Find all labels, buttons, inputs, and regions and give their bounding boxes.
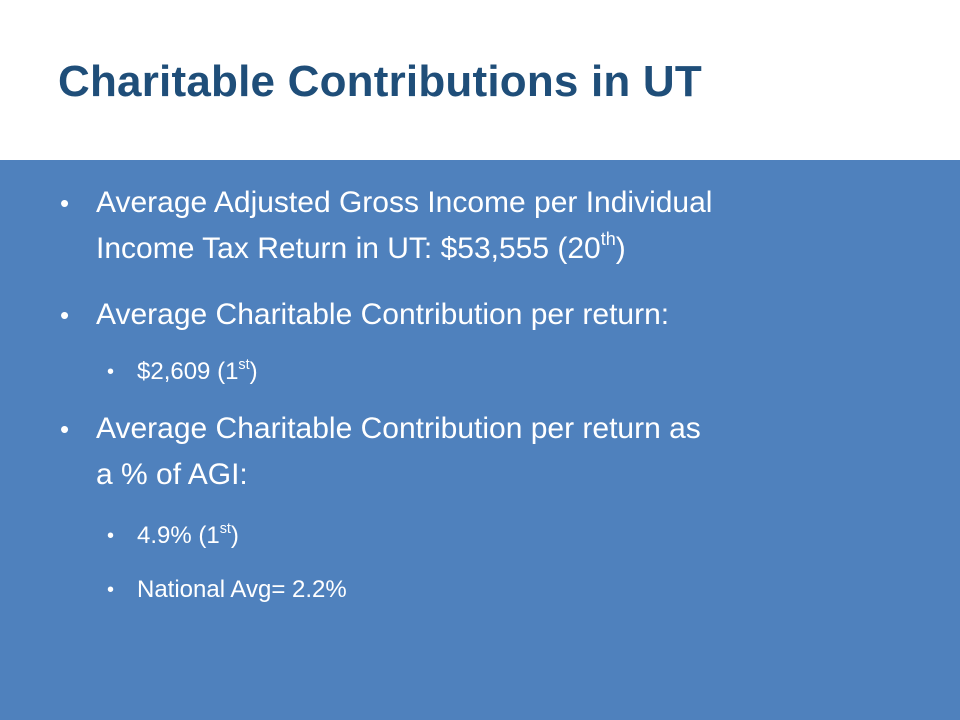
- bullet-point-icon: •: [60, 188, 70, 218]
- bullet-item-avg-agi: • Average Adjusted Gross Income per Indi…: [60, 180, 713, 272]
- bullet-text-line: Average Charitable Contribution per retu…: [96, 298, 670, 331]
- rank-superscript: st: [238, 356, 250, 373]
- sub-bullet-item-national-avg: • National Avg= 2.2%: [107, 572, 347, 608]
- rank-superscript: st: [219, 520, 231, 537]
- bullet-point-icon: •: [107, 525, 115, 547]
- sub-bullet-item-pct: • 4.9% (1st): [107, 518, 239, 554]
- bullet-text-suffix: ): [230, 522, 239, 549]
- bullet-text: 4.9% (1: [137, 522, 220, 549]
- bullet-text-line: a % of AGI:: [96, 458, 248, 491]
- bullet-point-icon: •: [107, 579, 115, 601]
- bullet-text-line: $2,609 (1st): [137, 354, 258, 390]
- content-area: • Average Adjusted Gross Income per Indi…: [0, 160, 960, 720]
- slide-title: Charitable Contributions in UT: [58, 57, 702, 106]
- bullet-text-line: National Avg= 2.2%: [137, 576, 347, 603]
- rank-superscript: th: [600, 229, 616, 250]
- bullet-text-line: Average Adjusted Gross Income per Indivi…: [96, 186, 713, 219]
- bullet-point-icon: •: [60, 300, 70, 330]
- bullet-text-suffix: ): [249, 358, 258, 385]
- bullet-text-line: 4.9% (1st): [137, 518, 239, 554]
- sub-bullet-item-amount: • $2,609 (1st): [107, 354, 258, 390]
- bullet-item-avg-charitable: • Average Charitable Contribution per re…: [60, 292, 670, 338]
- bullet-text-suffix: ): [615, 232, 626, 265]
- bullet-text: $2,609 (1: [137, 358, 239, 385]
- bullet-text-line: Average Charitable Contribution per retu…: [96, 412, 701, 445]
- bullet-text-line: Income Tax Return in UT: $53,555 (20th): [96, 226, 712, 272]
- bullet-text: Income Tax Return in UT: $53,555 (20: [96, 232, 601, 265]
- bullet-point-icon: •: [107, 361, 115, 383]
- bullet-item-avg-pct-agi: • Average Charitable Contribution per re…: [60, 406, 701, 498]
- title-area: Charitable Contributions in UT: [0, 0, 960, 160]
- bullet-point-icon: •: [60, 414, 70, 444]
